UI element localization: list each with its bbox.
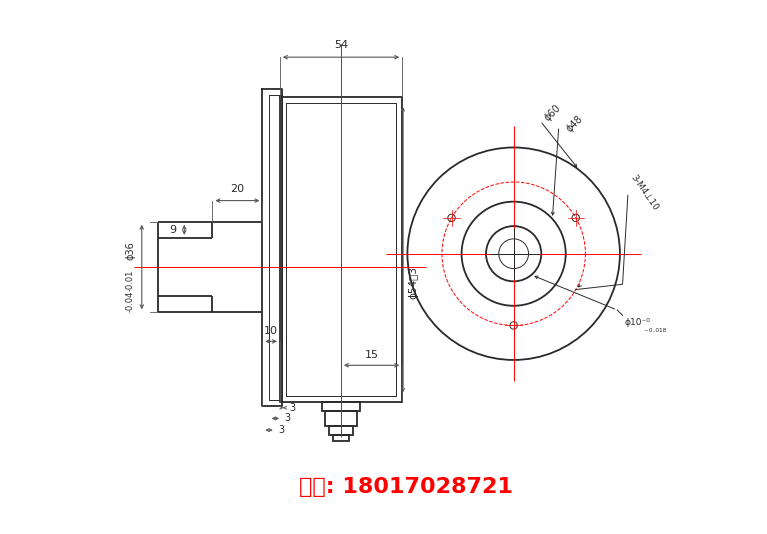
Bar [322, 403, 360, 411]
Text: 9: 9 [170, 225, 176, 235]
Text: -0.01: -0.01 [126, 270, 134, 291]
Text: 3-M4⊥10: 3-M4⊥10 [629, 173, 660, 213]
Text: 3: 3 [289, 403, 295, 413]
Text: 15: 15 [364, 350, 379, 360]
Text: ϕ48: ϕ48 [564, 113, 584, 134]
Text: 54: 54 [334, 41, 348, 51]
Text: ϕ60: ϕ60 [543, 103, 563, 123]
Text: 3: 3 [278, 425, 285, 435]
Bar [325, 411, 357, 426]
Text: ϕ36: ϕ36 [125, 242, 135, 261]
Bar [333, 435, 349, 441]
Bar [329, 426, 353, 435]
Text: ϕ54＊3: ϕ54＊3 [409, 266, 419, 300]
Text: 20: 20 [230, 184, 245, 194]
Text: 手机: 18017028721: 手机: 18017028721 [298, 477, 512, 498]
Text: -0.04: -0.04 [126, 291, 134, 312]
Text: 10: 10 [264, 326, 278, 336]
Text: 3: 3 [285, 413, 291, 423]
Text: ϕ10⁻⁰
       ⁻⁰·⁰¹⁸: ϕ10⁻⁰ ⁻⁰·⁰¹⁸ [624, 318, 667, 337]
